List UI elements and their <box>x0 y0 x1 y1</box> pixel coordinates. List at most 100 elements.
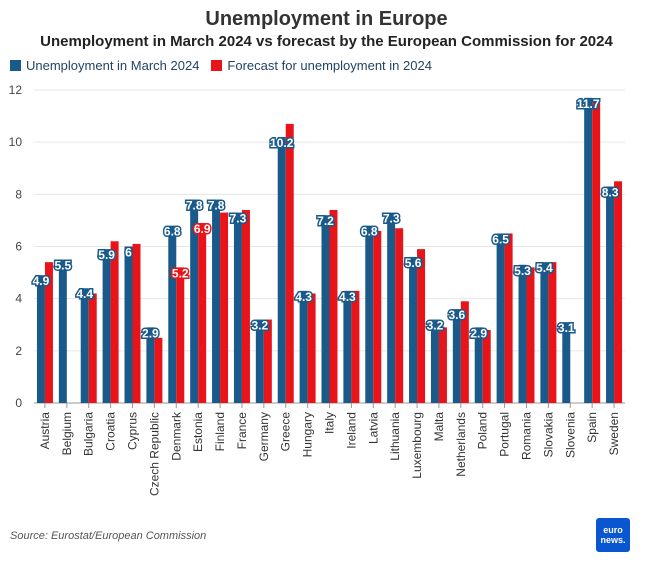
bar-march <box>474 327 483 403</box>
bar-forecast <box>329 209 338 403</box>
bar-chart: 0 2 4 6 8 10 12 Austria Belgium Bulgaria Croatia Cy… <box>9 83 625 496</box>
x-tick-label: Slovenia <box>563 412 577 458</box>
x-tick-label: Estonia <box>191 412 205 452</box>
bar-march <box>387 212 396 403</box>
data-label: 6.8 <box>164 225 181 239</box>
bar-march <box>365 225 374 403</box>
data-label: 5.2 <box>172 266 189 280</box>
data-label: 10.2 <box>270 136 294 150</box>
data-label: 4.3 <box>295 290 312 304</box>
y-tick-label: 4 <box>15 292 22 306</box>
bar-march <box>102 249 111 403</box>
bar-march <box>80 288 89 403</box>
x-tick-label: Hungary <box>301 412 315 457</box>
legend: Unemployment in March 2024 Forecast for … <box>10 58 432 73</box>
bar-march <box>430 319 439 403</box>
data-label: 3.6 <box>448 308 465 322</box>
data-label: 2.9 <box>470 326 487 340</box>
x-tick-label: Poland <box>476 412 490 449</box>
bar-march <box>58 259 67 403</box>
x-tick-label: Romania <box>520 412 534 460</box>
bar-forecast <box>482 329 491 403</box>
x-tick-label: Cyprus <box>126 412 140 450</box>
euronews-logo: euro news. <box>596 518 630 552</box>
bar-forecast <box>351 290 360 403</box>
bar-forecast <box>373 230 382 403</box>
bar-forecast <box>438 327 447 403</box>
x-tick-label: Belgium <box>60 412 74 455</box>
x-tick-label: Germany <box>257 412 271 461</box>
data-label: 6.8 <box>361 225 378 239</box>
data-label: 4.4 <box>76 287 93 301</box>
legend-swatch-forecast <box>211 60 223 71</box>
data-label: 7.3 <box>230 212 247 226</box>
x-tick-label: Denmark <box>169 411 183 461</box>
data-label: 6 <box>125 246 132 260</box>
data-label: 7.2 <box>317 214 334 228</box>
bar-march <box>606 186 615 403</box>
x-tick-label: Slovakia <box>541 412 555 458</box>
bar-march <box>168 225 177 403</box>
bar-forecast <box>88 293 97 403</box>
bar-march <box>190 199 199 403</box>
x-tick-label: Malta <box>432 412 446 442</box>
x-tick-label: Portugal <box>498 412 512 457</box>
x-tick-label: Czech Republic <box>147 412 161 496</box>
chart-title: Unemployment in Europe <box>205 8 448 30</box>
bar-march <box>212 199 221 403</box>
bar-march <box>299 290 308 403</box>
bar-march <box>146 327 155 403</box>
bar-forecast <box>285 123 294 404</box>
data-label: 3.2 <box>427 319 444 333</box>
y-tick-label: 0 <box>15 396 22 410</box>
data-label: 6.9 <box>194 222 211 236</box>
bar-forecast <box>220 212 229 403</box>
data-label: 7.8 <box>186 199 203 213</box>
chart-subtitle: Unemployment in March 2024 vs forecast b… <box>40 33 613 50</box>
bar-march <box>452 309 461 403</box>
bar-march <box>540 262 549 403</box>
bar-forecast <box>307 293 316 403</box>
data-label: 5.4 <box>536 261 553 275</box>
bar-march <box>562 322 571 403</box>
bar-forecast <box>504 233 513 403</box>
data-label: 5.3 <box>514 264 531 278</box>
data-label: 4.3 <box>339 290 356 304</box>
x-tick-label: Croatia <box>104 412 118 451</box>
bar-forecast <box>592 100 601 403</box>
x-tick-label: Luxembourg <box>410 412 424 479</box>
legend-item-forecast: Forecast for unemployment in 2024 <box>211 58 432 73</box>
bar-march <box>518 264 527 403</box>
y-tick-label: 8 <box>15 187 22 201</box>
bar-march <box>584 97 593 403</box>
y-tick-label: 10 <box>9 135 23 149</box>
bar-march <box>124 246 133 403</box>
data-label: 7.8 <box>208 199 225 213</box>
x-tick-label: Finland <box>213 412 227 451</box>
bar-forecast <box>132 243 141 403</box>
bar-march <box>409 256 418 403</box>
bar-forecast <box>526 267 535 403</box>
bar-march <box>343 290 352 403</box>
x-tick-label: Latvia <box>366 412 380 444</box>
logo-text-line1: euro <box>603 525 623 535</box>
x-tick-label: Ireland <box>344 412 358 449</box>
bar-forecast <box>417 249 426 403</box>
bar-march <box>321 215 330 403</box>
x-tick-label: Bulgaria <box>82 412 96 456</box>
data-label: 6.5 <box>492 232 509 246</box>
y-tick-label: 2 <box>15 344 22 358</box>
x-tick-label: Greece <box>279 412 293 452</box>
legend-swatch-march <box>10 60 21 71</box>
bar-forecast <box>263 319 272 403</box>
data-label: 7.3 <box>383 212 400 226</box>
bar-march <box>496 233 505 403</box>
bar-forecast <box>241 209 250 403</box>
bar-forecast <box>395 228 404 403</box>
bar-march <box>255 319 264 403</box>
logo-text-line2: news. <box>600 535 626 545</box>
legend-item-march: Unemployment in March 2024 <box>10 58 199 73</box>
x-tick-label: Netherlands <box>454 412 468 477</box>
x-tick-label: Spain <box>585 412 599 443</box>
y-tick-label: 12 <box>9 83 23 97</box>
